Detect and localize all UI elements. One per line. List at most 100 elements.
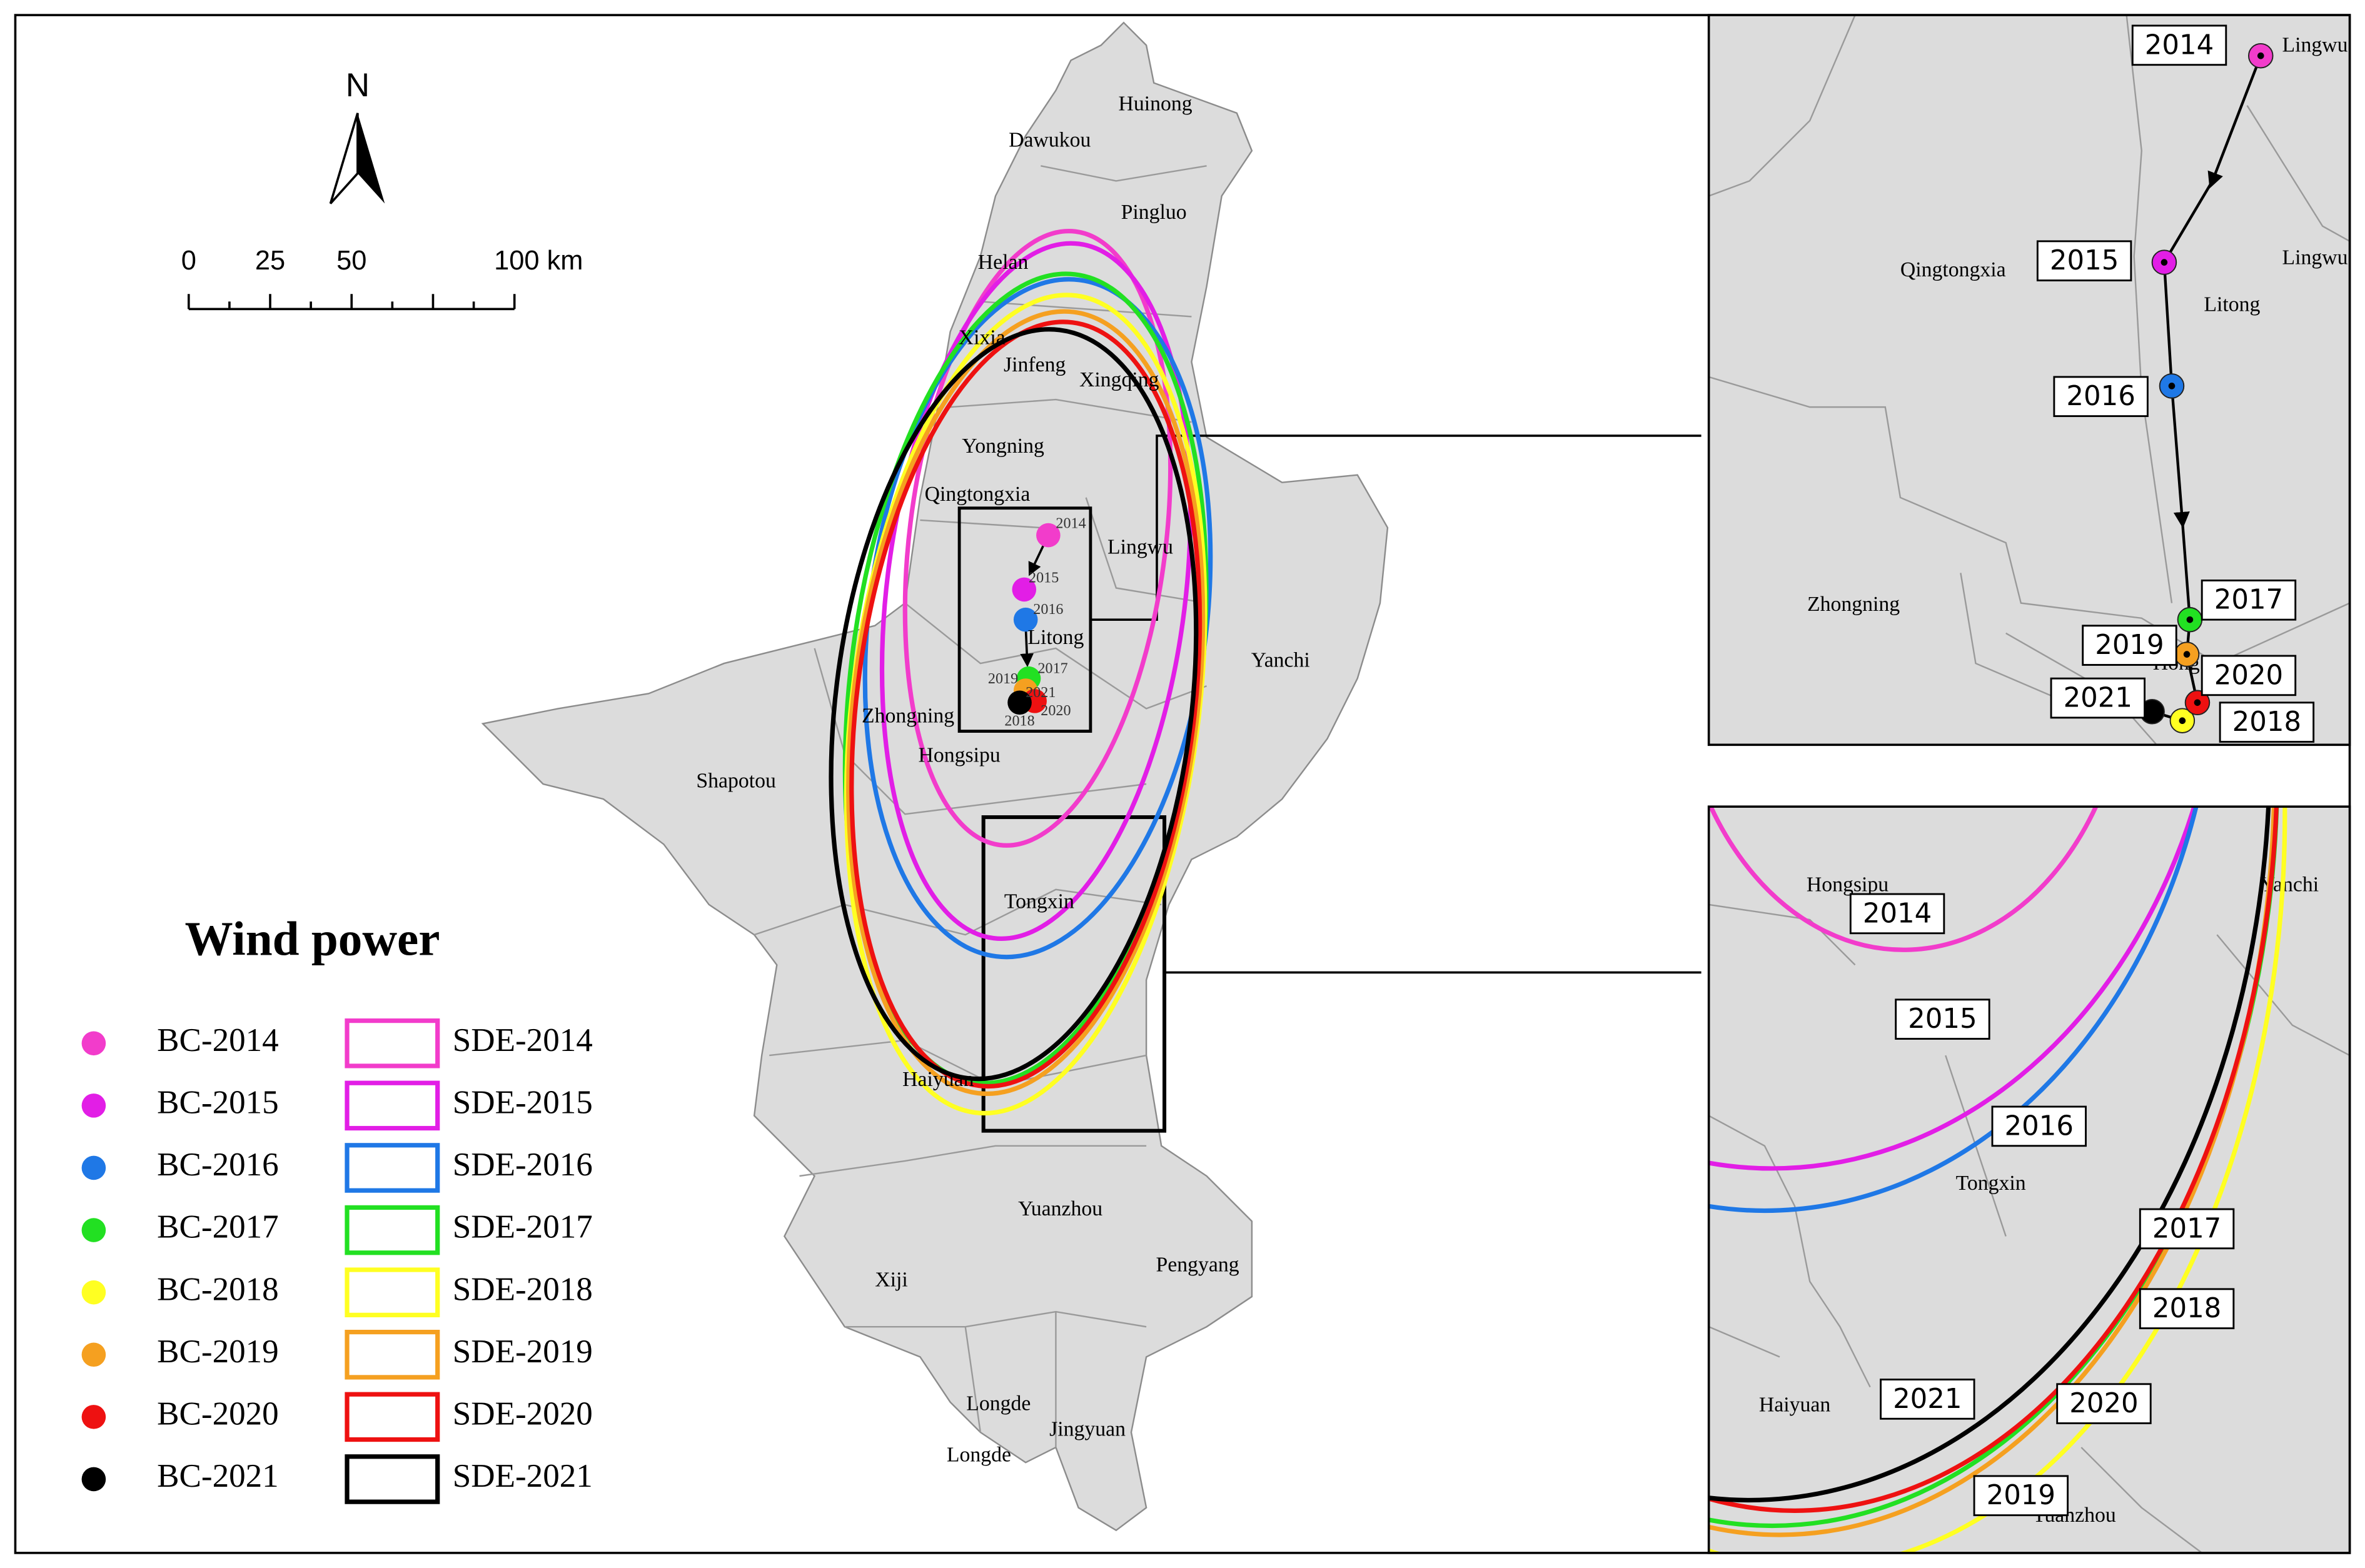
year-box-label: 2018 [2232, 706, 2301, 738]
legend-ellipse [345, 1018, 440, 1068]
sde-arc [1708, 807, 2287, 1553]
legend-label: BC-2018 [157, 1271, 279, 1307]
place-label: Longde [966, 1392, 1031, 1415]
sde-ellipse [846, 309, 1206, 1097]
year-box [2053, 376, 2149, 418]
place-label: Xiji [875, 1269, 908, 1292]
place-label: Lingwu [1107, 536, 1173, 559]
legend-point [81, 1031, 106, 1056]
legend-label: SDE-2015 [453, 1085, 593, 1121]
sde-ellipse [829, 327, 1199, 1082]
legend-label: BC-2020 [157, 1396, 279, 1432]
year-box-label: 2019 [1987, 1480, 2055, 1511]
year-box [1973, 1475, 2069, 1517]
year-box [2201, 579, 2297, 621]
place-label: Qingtongxia [1900, 258, 2006, 281]
year-box-label: 2021 [2064, 682, 2132, 713]
legend-title: Wind power [185, 912, 440, 965]
year-box [1880, 1379, 1975, 1420]
year-label: 2021 [1026, 685, 1056, 701]
legend-ellipse [345, 1392, 440, 1442]
sde-ellipse [902, 228, 1173, 848]
year-box-label: 2021 [1893, 1384, 1962, 1415]
place-label: Haiyuan [902, 1068, 974, 1091]
place-label: Zhongning [1807, 593, 1900, 616]
year-label: 2018 [1004, 713, 1034, 730]
place-label: Zhongning [862, 705, 954, 728]
trajectory [2207, 55, 2262, 189]
legend-ellipse [345, 1143, 440, 1193]
year-box-label: 2016 [2005, 1110, 2074, 1142]
legend-label: SDE-2016 [453, 1147, 593, 1183]
district-boundaries [754, 165, 1208, 1448]
place-label: Pingluo [1121, 201, 1187, 224]
place-label: Yongning [962, 435, 1044, 458]
year-label: 2019 [988, 671, 1018, 687]
sde-arc [1708, 807, 2199, 1213]
scale-label: 100 km [494, 246, 583, 276]
year-box [2201, 655, 2297, 696]
year-box [2131, 24, 2227, 66]
place-label: Huinong [1119, 93, 1193, 116]
legend-point [81, 1405, 106, 1429]
legend-ellipse [345, 1205, 440, 1255]
year-box [2050, 677, 2146, 719]
place-label: Xingqing [1079, 368, 1159, 391]
legend-point [81, 1342, 106, 1367]
place-label: Xixia [959, 326, 1006, 349]
year-label: 2014 [1056, 516, 1086, 532]
year-box-label: 2015 [2050, 245, 2119, 276]
sde-arc [1708, 807, 2279, 1528]
legend-point [81, 1218, 106, 1242]
trajectory [2162, 180, 2214, 528]
year-box-label: 2016 [2066, 381, 2135, 412]
sde-arc [1708, 807, 2279, 1513]
legend-label: SDE-2019 [453, 1334, 593, 1370]
year-box [2036, 240, 2132, 281]
legend-label: BC-2021 [157, 1458, 279, 1494]
legend: BC-2014 BC-2015 BC-2016 BC-2017 BC-2018 BC-20… [81, 1018, 593, 1504]
place-label: Tongxin [1956, 1172, 2026, 1195]
place-label: Shapotou [696, 769, 776, 792]
legend-label: BC-2019 [157, 1334, 279, 1370]
year-label: 2016 [1033, 601, 1063, 618]
place-label: Tongxin [1004, 890, 1074, 913]
bc-center [2186, 616, 2194, 623]
legend-label: BC-2017 [157, 1209, 279, 1245]
place-label: Helan [978, 251, 1029, 274]
place-label: Lingwu [2282, 246, 2348, 269]
place-label: Dawukou [1009, 128, 1091, 151]
inset-frame [1707, 14, 2351, 746]
legend-point [81, 1467, 106, 1492]
bc-center [2194, 699, 2201, 706]
sde-arc [1708, 807, 2197, 1171]
callout-line [1090, 435, 1702, 621]
year-box-label: 2015 [1908, 1003, 1977, 1035]
legend-point [81, 1093, 106, 1118]
scale-bar: 0 25 50 100 km [181, 246, 583, 311]
legend-ellipse [345, 1329, 440, 1380]
year-label: 2020 [1041, 703, 1071, 719]
place-label: Longde [947, 1443, 1011, 1466]
year-box [2219, 701, 2315, 743]
place-label: Qingtongxia [925, 483, 1031, 506]
bc-point [1012, 577, 1037, 602]
place-label: Jingyuan [1049, 1417, 1126, 1440]
scale-label: 25 [255, 246, 285, 276]
legend-label: SDE-2020 [453, 1396, 593, 1432]
legend-ellipse [345, 1267, 440, 1317]
sde-arc [1708, 807, 2276, 1537]
inset-background [1708, 15, 2350, 745]
legend-label: SDE-2018 [453, 1271, 593, 1307]
sde-ellipse [849, 319, 1203, 1089]
frame [14, 14, 2351, 1554]
sde-ellipse [879, 241, 1193, 942]
sde-arc [1708, 807, 2271, 1502]
year-box-label: 2018 [2152, 1293, 2221, 1324]
year-box [1991, 1105, 2087, 1147]
bc-point [1036, 523, 1061, 548]
place-label: Litong [2204, 293, 2260, 316]
legend-label: SDE-2017 [453, 1209, 593, 1245]
year-box-label: 2014 [1863, 898, 1932, 929]
